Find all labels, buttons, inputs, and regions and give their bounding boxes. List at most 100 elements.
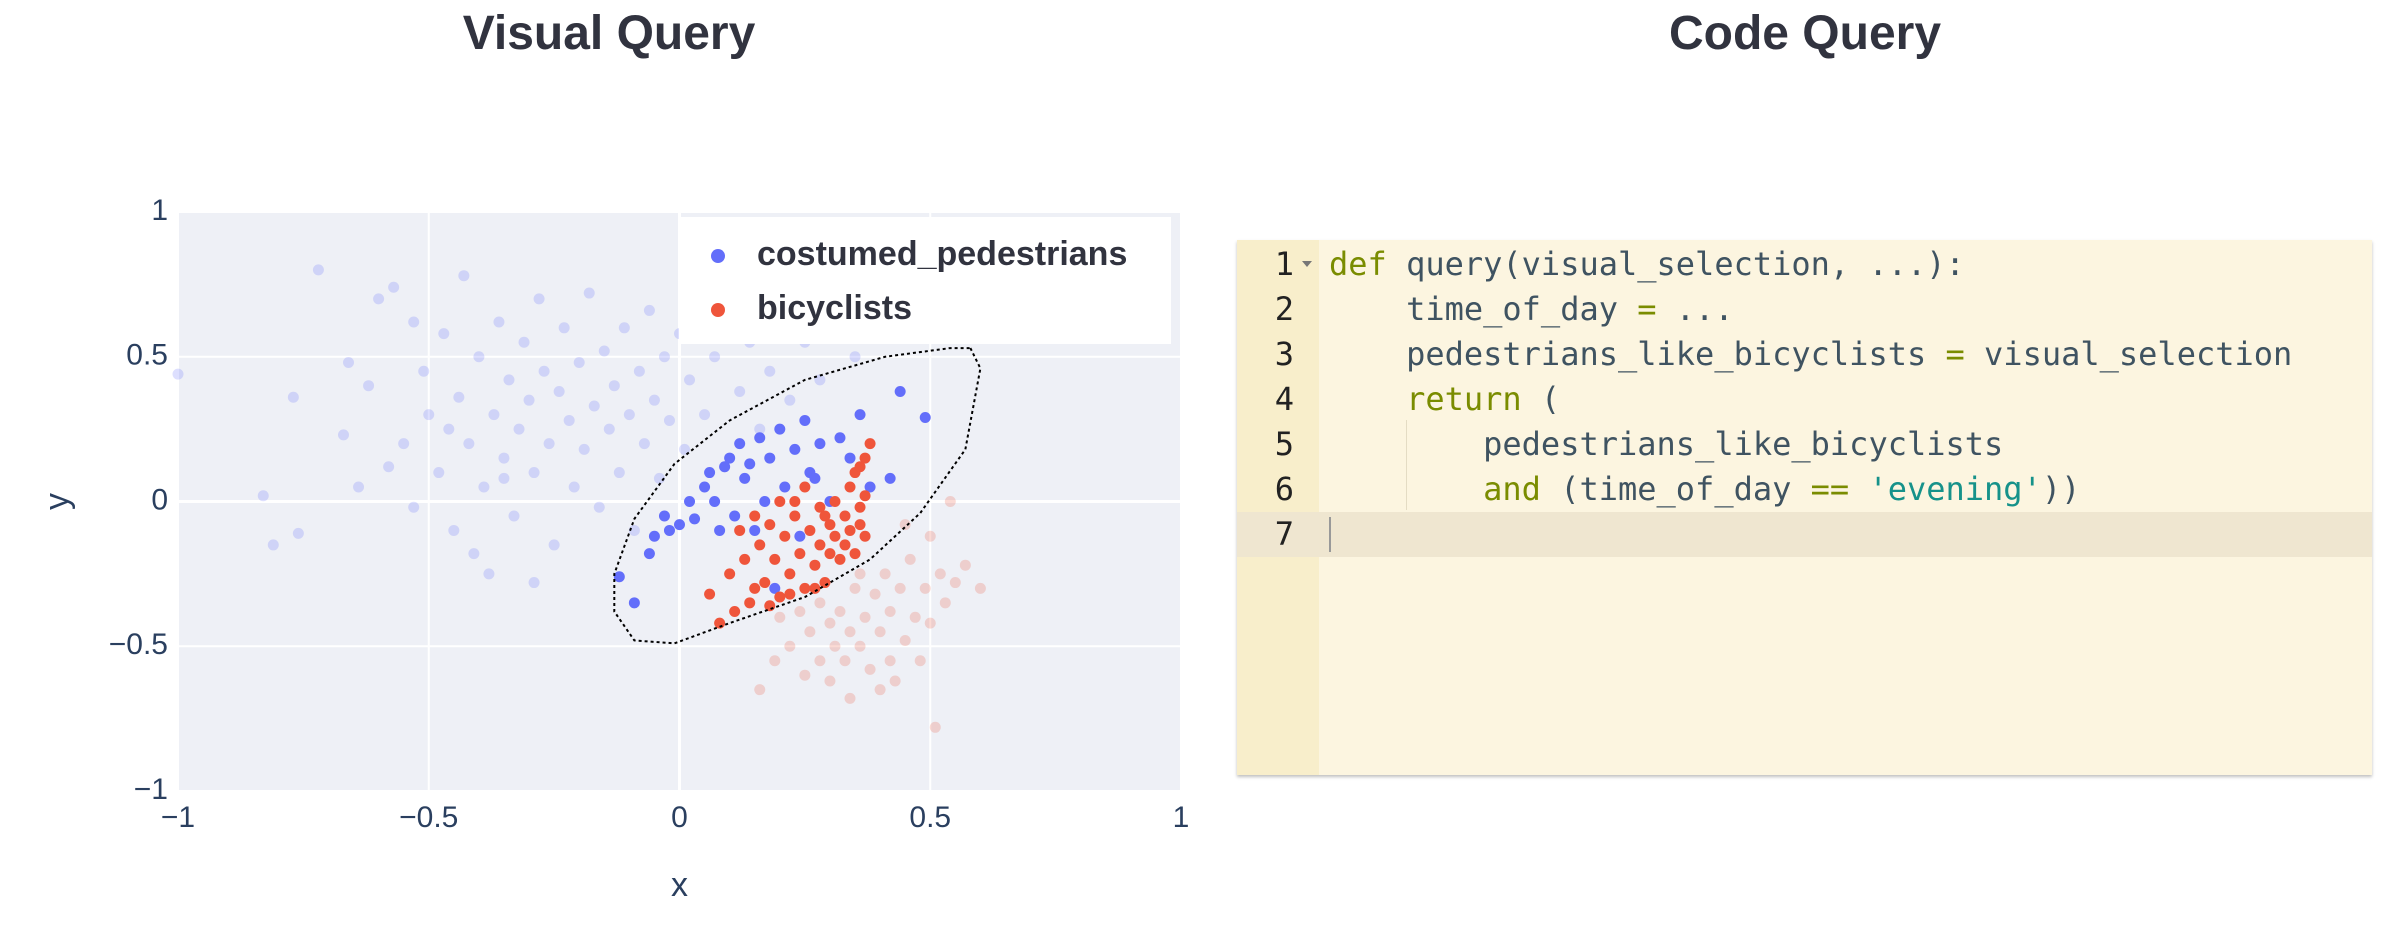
fold-marker[interactable]	[1301, 259, 1313, 269]
unselected-point	[709, 351, 721, 363]
selected-point	[764, 519, 776, 531]
code-token: =	[1637, 290, 1657, 328]
legend-marker	[711, 303, 725, 317]
selected-point	[779, 481, 791, 493]
unselected-point	[343, 357, 355, 369]
indent-guide	[1406, 420, 1407, 510]
unselected-point	[498, 452, 510, 464]
selected-point	[829, 530, 841, 542]
selected-point	[744, 458, 756, 470]
unselected-point	[829, 640, 841, 652]
selected-point	[719, 461, 731, 473]
unselected-point	[799, 669, 811, 681]
selected-point	[864, 481, 876, 493]
selected-point	[839, 510, 851, 522]
code-token: 'evening'	[1868, 470, 2042, 508]
unselected-point	[613, 467, 625, 479]
selected-point	[714, 617, 726, 629]
unselected-point	[909, 611, 921, 623]
code-line: pedestrians_like_bicyclists = visual_sel…	[1329, 332, 2292, 377]
selected-point	[854, 501, 866, 513]
code-token: visual_selection	[1964, 335, 2293, 373]
unselected-point	[794, 606, 806, 618]
x-tick-label: −0.5	[399, 801, 458, 834]
unselected-point	[884, 655, 896, 667]
selected-point	[854, 409, 866, 421]
selected-point	[774, 591, 786, 603]
unselected-point	[774, 611, 786, 623]
unselected-point	[929, 721, 941, 733]
selected-point	[894, 385, 906, 397]
selected-point	[724, 452, 736, 464]
selected-point	[789, 510, 801, 522]
unselected-point	[844, 626, 856, 638]
chart-title: Visual Query	[462, 7, 756, 60]
unselected-point	[839, 655, 851, 667]
unselected-point	[764, 365, 776, 377]
unselected-point	[699, 409, 711, 421]
unselected-point	[939, 597, 951, 609]
unselected-point	[287, 391, 299, 403]
selected-point	[844, 524, 856, 536]
selected-point	[754, 539, 766, 551]
unselected-point	[453, 391, 465, 403]
unselected-point	[267, 539, 279, 551]
unselected-point	[824, 675, 836, 687]
selected-point	[859, 452, 871, 464]
selected-point	[884, 472, 896, 484]
x-axis-label: x	[671, 866, 688, 904]
unselected-point	[518, 336, 530, 348]
code-token: pedestrians_like_bicyclists	[1329, 425, 2004, 463]
unselected-point	[643, 304, 655, 316]
selected-point	[809, 582, 821, 594]
unselected-point	[388, 281, 400, 293]
selected-point	[824, 519, 836, 531]
selected-point	[729, 606, 741, 618]
unselected-point	[679, 443, 691, 455]
unselected-point	[473, 351, 485, 363]
chart: −1 −0.5 0 0.5 1 −1 −0.5 0 0.5 1 x y costumed_pedestr…	[38, 194, 1189, 904]
code-line: pedestrians_like_bicyclists	[1329, 422, 2003, 467]
selected-point	[704, 467, 716, 479]
unselected-point	[628, 524, 640, 536]
unselected-point	[754, 423, 766, 435]
code-line: and (time_of_day == 'evening'))	[1329, 467, 2080, 512]
selected-point	[648, 530, 660, 542]
selected-point	[764, 452, 776, 464]
unselected-point	[593, 501, 605, 513]
unselected-point	[824, 617, 836, 629]
unselected-point	[573, 357, 585, 369]
selected-point	[769, 553, 781, 565]
legend-box	[679, 217, 1171, 344]
selected-point	[844, 452, 856, 464]
unselected-point	[894, 582, 906, 594]
code-editor[interactable]: 1 def query(visual_selection, ...): 2 time…	[1237, 240, 2372, 775]
unselected-point	[899, 519, 911, 531]
unselected-point	[418, 365, 430, 377]
selected-point	[814, 501, 826, 513]
legend-label: costumed_pedestrians	[757, 235, 1127, 273]
legend-marker	[711, 249, 725, 263]
unselected-point	[257, 490, 269, 502]
unselected-point	[383, 461, 395, 473]
lasso-selection	[613, 347, 982, 645]
code-token: (time_of_day	[1540, 470, 1811, 508]
unselected-point	[503, 374, 515, 386]
selected-point	[724, 568, 736, 580]
unselected-point	[663, 414, 675, 426]
unselected-point	[974, 582, 986, 594]
unselected-point	[849, 351, 861, 363]
unselected-point	[648, 394, 660, 406]
unselected-point	[488, 409, 500, 421]
y-tick-label: 0	[151, 483, 168, 516]
unselected-point	[448, 524, 460, 536]
selected-point	[779, 530, 791, 542]
code-line: def query(visual_selection, ...):	[1329, 242, 1965, 287]
selected-point	[709, 496, 721, 507]
code-token: query(visual_selection, ...):	[1386, 245, 1965, 283]
unselected-point	[423, 409, 435, 421]
unselected-point	[543, 438, 555, 450]
unselected-point	[618, 322, 630, 334]
selected-point	[804, 524, 816, 536]
unselected-point	[804, 626, 816, 638]
